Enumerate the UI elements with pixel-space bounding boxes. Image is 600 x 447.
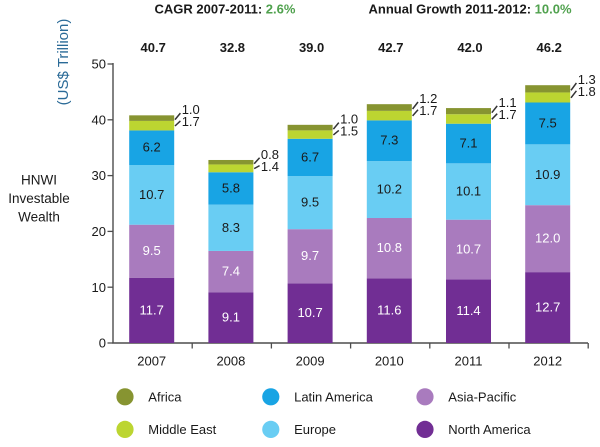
svg-text:11.6: 11.6 — [377, 303, 401, 318]
svg-text:10.2: 10.2 — [377, 182, 402, 197]
svg-text:20: 20 — [92, 224, 106, 239]
svg-text:Investable: Investable — [8, 191, 70, 206]
svg-text:Africa: Africa — [148, 390, 182, 405]
svg-text:1.8: 1.8 — [578, 84, 596, 99]
svg-text:5.8: 5.8 — [222, 180, 240, 195]
svg-text:2009: 2009 — [296, 354, 325, 369]
svg-text:10.8: 10.8 — [377, 240, 402, 255]
svg-text:7.5: 7.5 — [539, 115, 557, 130]
svg-text:1.3: 1.3 — [578, 72, 596, 87]
svg-text:10.7: 10.7 — [456, 242, 481, 257]
svg-text:12.0: 12.0 — [535, 231, 560, 246]
svg-text:1.4: 1.4 — [261, 159, 279, 174]
svg-text:HNWI: HNWI — [21, 173, 57, 188]
svg-text:9.5: 9.5 — [143, 243, 161, 258]
svg-text:10.7: 10.7 — [297, 305, 322, 320]
svg-text:2007: 2007 — [137, 354, 166, 369]
svg-text:40: 40 — [92, 112, 106, 127]
svg-text:7.4: 7.4 — [222, 264, 240, 279]
svg-text:0.8: 0.8 — [261, 147, 279, 162]
svg-text:40.7: 40.7 — [141, 40, 166, 55]
svg-text:Latin America: Latin America — [294, 390, 374, 405]
svg-text:2012: 2012 — [533, 354, 562, 369]
svg-text:(US$ Trillion): (US$ Trillion) — [55, 19, 72, 106]
svg-text:10.9: 10.9 — [535, 167, 560, 182]
svg-text:1.2: 1.2 — [419, 91, 437, 106]
svg-text:7.3: 7.3 — [380, 133, 398, 148]
svg-text:10.7: 10.7 — [139, 187, 164, 202]
svg-text:2011: 2011 — [455, 354, 483, 369]
svg-text:50: 50 — [92, 57, 106, 72]
svg-text:1.7: 1.7 — [419, 103, 437, 118]
svg-text:1.5: 1.5 — [340, 124, 358, 139]
svg-text:11.7: 11.7 — [140, 302, 164, 317]
svg-text:10: 10 — [92, 280, 106, 295]
svg-text:9.5: 9.5 — [301, 195, 319, 210]
svg-text:1.7: 1.7 — [182, 114, 200, 129]
svg-text:6.7: 6.7 — [301, 150, 319, 165]
svg-text:9.1: 9.1 — [222, 310, 240, 325]
svg-text:10.1: 10.1 — [456, 184, 481, 199]
svg-text:Asia-Pacific: Asia-Pacific — [448, 390, 516, 405]
svg-text:12.7: 12.7 — [535, 300, 560, 315]
svg-text:2010: 2010 — [375, 354, 404, 369]
svg-text:1.0: 1.0 — [182, 102, 200, 117]
svg-text:1.1: 1.1 — [499, 95, 517, 110]
svg-text:Middle East: Middle East — [148, 422, 216, 437]
svg-text:North America: North America — [448, 422, 531, 437]
svg-text:0: 0 — [99, 336, 106, 351]
svg-text:CAGR 2007-2011: 2.6%: CAGR 2007-2011: 2.6% — [155, 2, 296, 17]
svg-text:42.0: 42.0 — [457, 40, 482, 55]
svg-text:Wealth: Wealth — [18, 210, 60, 225]
svg-text:30: 30 — [92, 168, 106, 183]
svg-text:11.4: 11.4 — [456, 303, 480, 318]
svg-text:Europe: Europe — [294, 422, 336, 437]
svg-text:Annual Growth 2011-2012: 10.0%: Annual Growth 2011-2012: 10.0% — [369, 2, 572, 17]
svg-text:1.0: 1.0 — [340, 112, 358, 127]
svg-text:2008: 2008 — [216, 354, 245, 369]
svg-text:7.1: 7.1 — [459, 136, 477, 151]
svg-text:9.7: 9.7 — [301, 248, 319, 263]
svg-text:32.8: 32.8 — [220, 40, 245, 55]
svg-text:6.2: 6.2 — [143, 140, 161, 155]
svg-text:8.3: 8.3 — [222, 220, 240, 235]
svg-text:1.7: 1.7 — [499, 107, 517, 122]
svg-text:46.2: 46.2 — [537, 40, 562, 55]
svg-text:42.7: 42.7 — [378, 40, 403, 55]
svg-text:39.0: 39.0 — [299, 40, 324, 55]
